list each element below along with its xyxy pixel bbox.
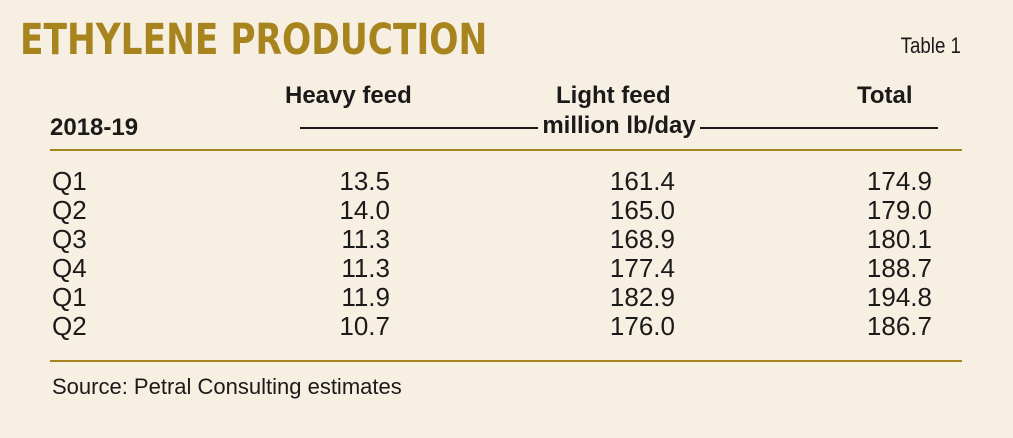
- cell-total: 174.9: [866, 166, 932, 196]
- cell-quarter: Q2: [52, 311, 87, 341]
- cell-quarter: Q1: [52, 166, 87, 196]
- cell-quarter: Q3: [52, 224, 87, 254]
- cell-heavy-feed: 10.7: [339, 311, 390, 341]
- table-row: Q4 11.3 177.4 188.7: [0, 254, 1013, 283]
- cell-light-feed: 177.4: [609, 253, 675, 283]
- footer-divider: [50, 360, 962, 362]
- cell-total: 186.7: [866, 311, 932, 341]
- cell-heavy-feed: 11.3: [341, 224, 390, 254]
- cell-quarter: Q2: [52, 195, 87, 225]
- cell-light-feed: 168.9: [609, 224, 675, 254]
- cell-light-feed: 182.9: [609, 282, 675, 312]
- column-header-heavy-feed: Heavy feed: [285, 82, 412, 109]
- cell-total: 179.0: [866, 195, 932, 225]
- cell-quarter: Q1: [52, 282, 87, 312]
- unit-rule-right: [699, 126, 939, 129]
- column-header-light-feed: Light feed: [556, 82, 671, 109]
- column-header-total: Total: [857, 82, 913, 109]
- period-label: 2018-19: [50, 114, 139, 141]
- table-row: Q2 10.7 176.0 186.7: [0, 312, 1013, 341]
- unit-label: million lb/day: [542, 112, 696, 139]
- cell-heavy-feed: 11.9: [341, 282, 390, 312]
- cell-light-feed: 165.0: [609, 195, 675, 225]
- table-row: Q3 11.3 168.9 180.1: [0, 225, 1013, 254]
- cell-total: 194.8: [866, 282, 932, 312]
- table-number-label: Table 1: [900, 33, 961, 58]
- table-row: Q2 14.0 165.0 179.0: [0, 196, 1013, 225]
- source-note: Source: Petral Consulting estimates: [52, 374, 402, 399]
- table-title: ETHYLENE PRODUCTION: [20, 15, 488, 65]
- unit-spanner: million lb/day: [300, 111, 939, 141]
- cell-total: 180.1: [866, 224, 932, 254]
- header-divider: [50, 149, 962, 151]
- cell-quarter: Q4: [52, 253, 87, 283]
- cell-light-feed: 176.0: [609, 311, 675, 341]
- cell-heavy-feed: 11.3: [341, 253, 390, 283]
- table-row: Q1 13.5 161.4 174.9: [0, 167, 1013, 196]
- cell-heavy-feed: 13.5: [339, 166, 390, 196]
- table-row: Q1 11.9 182.9 194.8: [0, 283, 1013, 312]
- cell-heavy-feed: 14.0: [339, 195, 390, 225]
- cell-light-feed: 161.4: [609, 166, 675, 196]
- unit-rule-left: [300, 126, 539, 129]
- cell-total: 188.7: [866, 253, 932, 283]
